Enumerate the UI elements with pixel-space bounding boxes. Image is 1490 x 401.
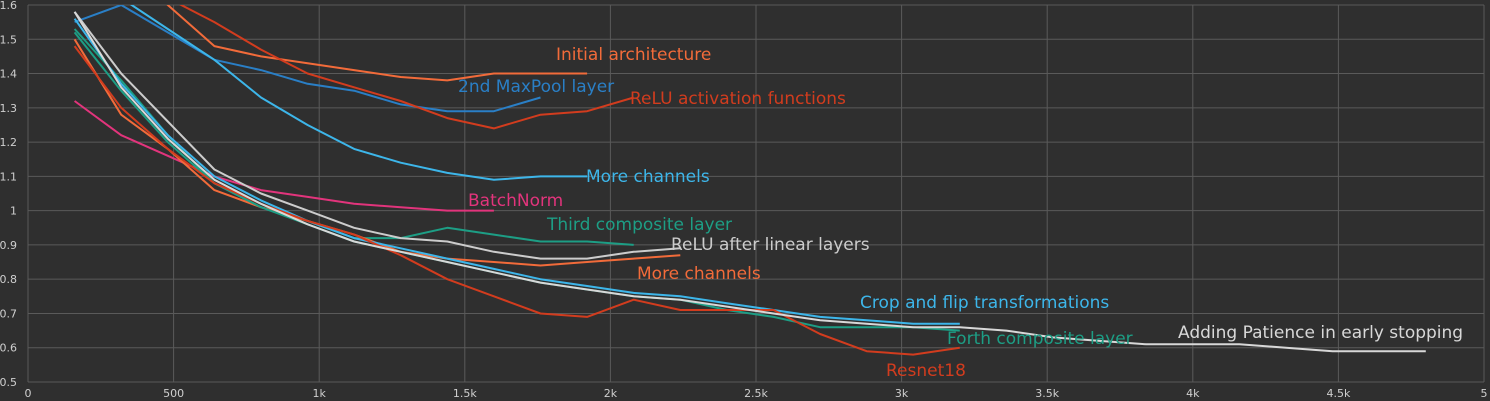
series-label: More channels [586, 167, 710, 187]
y-tick-label: 0.7 [0, 307, 17, 320]
series-label: Forth composite layer [947, 329, 1133, 349]
x-tick-label: 2.5k [744, 387, 768, 400]
series-line [179, 5, 634, 130]
x-tick-label: 3.5k [1035, 387, 1059, 400]
y-tick-label: 1.1 [0, 170, 17, 183]
x-tick-label: 3k [895, 387, 909, 400]
x-tick-label: 1.5k [453, 387, 477, 400]
series-label: Resnet18 [886, 361, 966, 381]
x-tick-label: 4.5k [1326, 387, 1350, 400]
x-tick-label: 4k [1186, 387, 1200, 400]
x-tick-label: 2k [604, 387, 618, 400]
series-label: Third composite layer [546, 215, 732, 235]
series-line [73, 11, 681, 260]
series-line [73, 45, 960, 356]
x-tick-label: 1k [313, 387, 327, 400]
series-line [74, 5, 541, 113]
series-line [74, 100, 494, 212]
x-tick-label: 500 [163, 387, 184, 400]
series-label: More channels [637, 264, 761, 284]
y-tick-label: 1.3 [0, 102, 17, 115]
y-tick-label: 0.9 [0, 239, 17, 252]
series-label: BatchNorm [468, 191, 563, 211]
series-label: Adding Patience in early stopping [1178, 323, 1463, 343]
y-tick-label: 1.2 [0, 136, 17, 149]
y-tick-label: 0.5 [0, 376, 17, 389]
series-line [73, 18, 960, 325]
series-line [129, 5, 588, 181]
series-label: ReLU activation functions [630, 89, 846, 109]
x-tick-label: 5 [1481, 387, 1488, 400]
y-tick-label: 1.6 [0, 0, 17, 12]
series-label: Initial architecture [556, 45, 711, 65]
y-tick-label: 1.5 [0, 33, 17, 46]
series-label: ReLU after linear layers [671, 235, 870, 255]
y-tick-label: 0.6 [0, 342, 17, 355]
y-tick-label: 0.8 [0, 273, 17, 286]
series-label: 2nd MaxPool layer [458, 77, 614, 97]
series-line [73, 11, 1426, 353]
x-tick-label: 0 [25, 387, 32, 400]
series-line [166, 5, 588, 82]
y-tick-label: 1.4 [0, 68, 17, 81]
y-tick-label: 1 [10, 205, 17, 218]
series-label: Crop and flip transformations [860, 293, 1109, 313]
